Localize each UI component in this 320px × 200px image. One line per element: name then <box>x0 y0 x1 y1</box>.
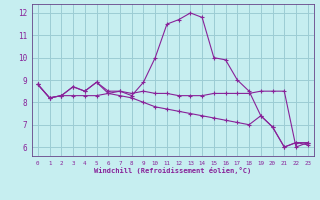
X-axis label: Windchill (Refroidissement éolien,°C): Windchill (Refroidissement éolien,°C) <box>94 167 252 174</box>
